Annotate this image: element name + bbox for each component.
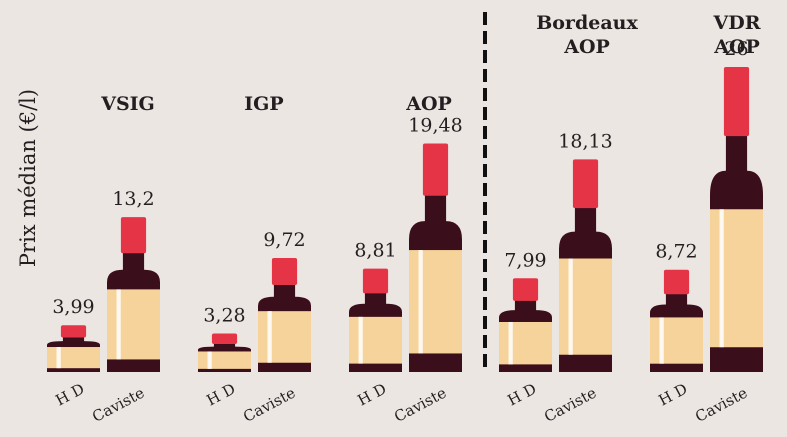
bottle-4-1-highlight xyxy=(719,209,724,348)
bottle-2-1-highlight xyxy=(418,250,423,354)
bottle-2-0-cap xyxy=(362,268,389,294)
value-label: 13,2 xyxy=(112,188,154,210)
bar-bottle xyxy=(559,159,612,372)
x-tick-label: Caviste xyxy=(240,384,298,426)
value-label: 3,28 xyxy=(203,305,245,327)
bottle-0-0-highlight xyxy=(56,347,61,369)
value-label: 19,48 xyxy=(408,114,462,136)
bottle-3-0-highlight xyxy=(508,321,513,365)
group-label: IGP xyxy=(244,93,283,115)
bottle-2-0-highlight xyxy=(358,316,363,364)
x-tick-label: H D xyxy=(204,380,239,410)
bar-bottle xyxy=(499,278,552,372)
x-tick-label: Caviste xyxy=(692,384,750,426)
bottle-3-0-cap xyxy=(512,278,539,301)
bottle-4-1-label-band xyxy=(710,209,763,348)
value-label: 26 xyxy=(724,38,748,60)
group-label: Bordeaux xyxy=(536,12,638,34)
bottles-layer xyxy=(47,67,763,372)
value-label: 18,13 xyxy=(558,130,612,152)
bottle-0-0-cap xyxy=(60,325,87,338)
x-tick-label: H D xyxy=(355,380,390,410)
bottle-1-0-highlight xyxy=(207,351,212,369)
group-label: AOP xyxy=(563,36,610,58)
group-label: AOP xyxy=(713,36,760,58)
value-label: 7,99 xyxy=(504,249,546,271)
x-tick-label: Caviste xyxy=(541,384,599,426)
value-label: 9,72 xyxy=(263,229,305,251)
bar-bottle xyxy=(409,143,462,372)
bar-bottle xyxy=(650,269,703,372)
bottle-3-1-highlight xyxy=(568,258,573,355)
value-label: 8,81 xyxy=(354,240,396,262)
bottle-4-0-highlight xyxy=(659,317,664,364)
bottle-1-0-cap xyxy=(211,333,238,344)
bottle-1-1-cap xyxy=(271,257,298,286)
value-label: 8,72 xyxy=(655,241,697,263)
bottle-2-1-cap xyxy=(422,143,449,196)
x-tick-label: Caviste xyxy=(89,384,147,426)
bottle-0-1-label-band xyxy=(107,289,160,360)
bar-bottle xyxy=(107,217,160,372)
bottle-4-1-cap xyxy=(723,67,750,137)
bottle-3-0-label-band xyxy=(499,321,552,365)
bar-bottle xyxy=(349,268,402,372)
bar-bottle xyxy=(47,325,100,372)
bottle-2-0-label-band xyxy=(349,316,402,364)
bar-bottle xyxy=(198,333,251,372)
bottle-0-1-cap xyxy=(120,217,147,254)
x-tick-label: Caviste xyxy=(391,384,449,426)
bottle-0-0-label-band xyxy=(47,347,100,369)
bottle-0-1-highlight xyxy=(116,289,121,360)
bottle-4-0-label-band xyxy=(650,317,703,364)
bar-bottle xyxy=(258,257,311,372)
bottle-1-0-label-band xyxy=(198,351,251,369)
bottle-1-1-highlight xyxy=(267,311,272,363)
bar-bottle xyxy=(710,67,763,372)
bottle-4-0-cap xyxy=(663,269,690,295)
bottle-3-1-label-band xyxy=(559,258,612,355)
x-tick-label: H D xyxy=(656,380,691,410)
y-axis-label: Prix médian (€/l) xyxy=(16,89,40,267)
group-label: VSIG xyxy=(100,93,155,115)
x-tick-label: H D xyxy=(505,380,540,410)
group-label: AOP xyxy=(405,93,452,115)
value-label: 3,99 xyxy=(52,296,94,318)
x-tick-label: H D xyxy=(53,380,88,410)
bottle-1-1-label-band xyxy=(258,311,311,363)
group-label: VDR xyxy=(712,12,760,34)
bottle-2-1-label-band xyxy=(409,250,462,354)
bottle-3-1-cap xyxy=(572,159,599,209)
